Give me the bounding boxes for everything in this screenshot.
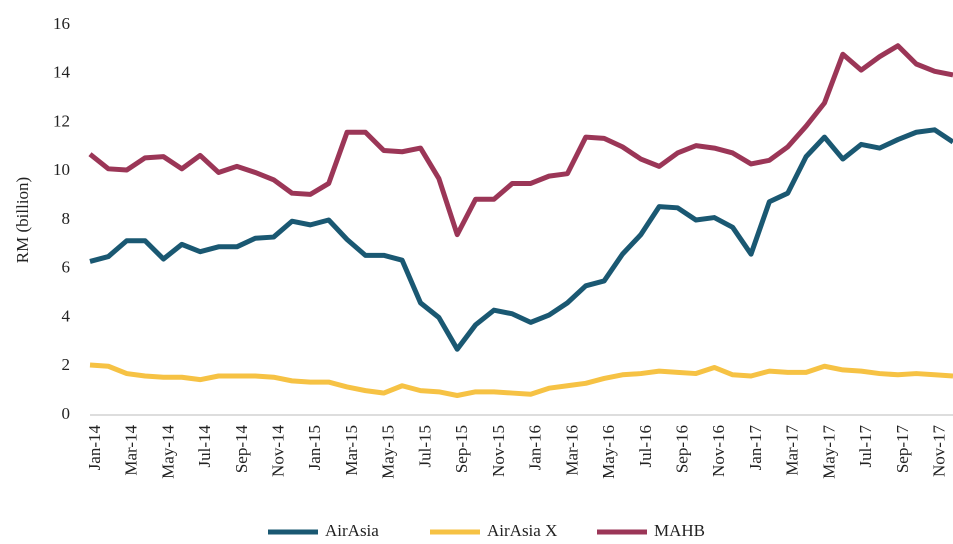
y-axis-title: RM (billion): [13, 177, 32, 263]
y-tick-label: 0: [62, 404, 71, 423]
x-tick-label: Nov-15: [489, 425, 508, 477]
x-tick-label: Mar-16: [562, 425, 581, 476]
series-line: [89, 127, 953, 352]
x-tick-label: Nov-16: [709, 425, 728, 477]
x-tick-label: May-15: [379, 425, 398, 479]
y-tick-label: 8: [62, 209, 71, 228]
x-tick-label: Nov-17: [930, 425, 949, 477]
x-tick-label: Sep-17: [893, 425, 912, 474]
series-line: [89, 362, 953, 398]
x-tick-label: Jul-17: [856, 425, 875, 468]
x-tick-label: Jul-16: [636, 425, 655, 468]
x-tick-label: May-16: [599, 425, 618, 479]
legend-label: MAHB: [654, 521, 705, 540]
x-tick-label: May-17: [819, 425, 838, 479]
x-tick-label: Mar-14: [122, 425, 141, 476]
x-tick-label: Mar-17: [783, 425, 802, 476]
x-tick-label: Jul-14: [195, 425, 214, 468]
legend-label: AirAsia X: [487, 521, 557, 540]
x-tick-label: Jan-16: [526, 425, 545, 470]
y-tick-label: 14: [53, 63, 71, 82]
y-tick-label: 4: [62, 306, 71, 325]
x-tick-label: May-14: [158, 425, 177, 479]
y-tick-label: 10: [53, 160, 70, 179]
x-tick-label: Sep-15: [452, 425, 471, 473]
x-tick-label: Mar-15: [342, 425, 361, 476]
legend-label: AirAsia: [325, 521, 379, 540]
x-tick-label: Jan-15: [305, 425, 324, 470]
x-tick-label: Nov-14: [269, 425, 288, 477]
x-tick-label: Jan-14: [85, 425, 104, 471]
x-tick-label: Jan-17: [746, 425, 765, 471]
series-line: [88, 43, 953, 238]
y-tick-label: 2: [62, 355, 71, 374]
x-tick-label: Jul-15: [415, 425, 434, 468]
y-tick-label: 6: [62, 258, 71, 277]
x-tick-label: Sep-14: [232, 425, 251, 474]
y-tick-label: 12: [53, 111, 70, 130]
x-tick-label: Sep-16: [672, 425, 691, 473]
y-tick-label: 16: [53, 14, 70, 33]
